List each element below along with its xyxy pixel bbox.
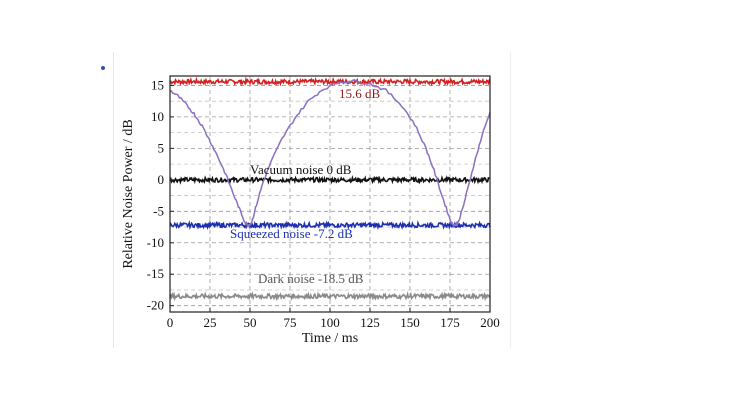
- annotations: 15.6 dB Vacuum noise 0 dB Squeezed noise -…: [230, 86, 381, 286]
- panel-divider-left: [113, 52, 114, 348]
- x-tick-label: 100: [320, 315, 340, 330]
- annotation-vacuum: Vacuum noise 0 dB: [250, 162, 352, 177]
- y-tick-label: -20: [147, 298, 164, 313]
- y-tick-label: -10: [147, 235, 164, 250]
- series-line-sweep: [169, 78, 491, 228]
- x-tick-label: 200: [480, 315, 500, 330]
- series-line-vacuum: [169, 174, 491, 185]
- annotation-squeezed: Squeezed noise -7.2 dB: [230, 226, 353, 241]
- y-tick-label: 15: [151, 77, 164, 92]
- panel-divider-right: [510, 52, 511, 348]
- x-tick-label: 175: [440, 315, 460, 330]
- y-axis-label: Relative Noise Power / dB: [121, 119, 136, 268]
- series-line-red: [169, 76, 491, 87]
- x-tick-label: 25: [204, 315, 217, 330]
- y-tick-label: 0: [158, 172, 165, 187]
- y-tick-label: -15: [147, 266, 164, 281]
- y-tick-label: 5: [158, 140, 165, 155]
- x-tick-label: 125: [360, 315, 380, 330]
- annotation-red-level: 15.6 dB: [339, 86, 381, 101]
- bullet-dot: [101, 66, 105, 70]
- x-tick-label: 50: [244, 315, 257, 330]
- x-tick-label: 0: [167, 315, 174, 330]
- series-line-dark: [169, 291, 491, 302]
- y-tick-label: -5: [153, 203, 164, 218]
- x-tick-label: 150: [400, 315, 420, 330]
- series-lines: [169, 76, 491, 302]
- y-tick-label: 10: [151, 109, 164, 124]
- series-line-squeezed: [169, 219, 491, 231]
- x-tick-label: 75: [284, 315, 297, 330]
- x-axis-label: Time / ms: [302, 331, 358, 346]
- annotation-dark: Dark noise -18.5 dB: [258, 271, 364, 286]
